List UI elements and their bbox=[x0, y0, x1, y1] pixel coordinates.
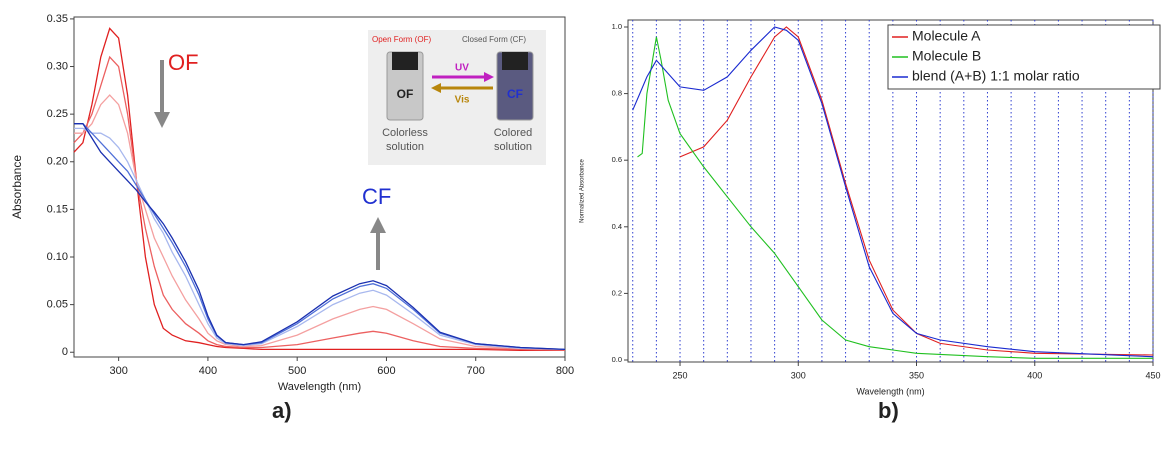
x-tick-label: 350 bbox=[909, 370, 924, 380]
caption: Colored solution bbox=[493, 127, 533, 153]
legend-label: blend (A+B) 1:1 molar ratio bbox=[912, 68, 1080, 84]
inset-text: Vis bbox=[455, 95, 470, 106]
x-tick-label: 400 bbox=[199, 365, 217, 377]
arrow-head bbox=[370, 217, 386, 233]
x-tick-label: 800 bbox=[556, 365, 574, 377]
inset-text: CF bbox=[507, 87, 523, 101]
y-tick-label: 0.8 bbox=[612, 89, 622, 98]
y-tick-label: 0.0 bbox=[612, 355, 622, 364]
series-line bbox=[637, 36, 1153, 359]
y-tick-label: 0.4 bbox=[612, 222, 622, 231]
y-tick-label: 0.20 bbox=[47, 156, 68, 168]
legend-label: Molecule B bbox=[912, 48, 981, 64]
series-line bbox=[632, 26, 1154, 358]
x-tick-label: 500 bbox=[288, 365, 306, 377]
series-line bbox=[74, 123, 566, 351]
caption: Colorless solution bbox=[382, 127, 428, 153]
arrow-head bbox=[154, 112, 170, 128]
x-axis-label: Wavelength (nm) bbox=[856, 386, 924, 396]
inset-text: OF bbox=[397, 87, 414, 101]
y-tick-label: 0.25 bbox=[47, 108, 68, 120]
panel-label: a) bbox=[272, 398, 292, 423]
x-tick-label: 600 bbox=[377, 365, 395, 377]
inset-caption: Colored solution bbox=[493, 127, 533, 153]
y-axis-label: Normalized Absorbance bbox=[580, 158, 586, 222]
arrow-head bbox=[484, 72, 494, 82]
x-tick-label: 300 bbox=[109, 365, 127, 377]
y-tick-label: 0.15 bbox=[47, 203, 68, 215]
x-tick-label: 450 bbox=[1145, 370, 1160, 380]
x-tick-label: 700 bbox=[467, 365, 485, 377]
vial-cap bbox=[502, 52, 528, 70]
chart: 250 300 350 400 450 0.0 0.2 0.4 0.6 0.8 1.0 Wavelen… bbox=[580, 19, 1161, 423]
series-line bbox=[74, 123, 566, 351]
y-axis-label: Absorbance bbox=[10, 155, 24, 219]
legend-label: Molecule A bbox=[912, 28, 981, 44]
y-tick-label: 0.6 bbox=[612, 155, 622, 164]
series-line bbox=[74, 127, 566, 351]
series-line bbox=[73, 55, 566, 351]
inset-text: Open Form (OF) bbox=[372, 35, 431, 44]
y-tick-label: 0 bbox=[62, 346, 68, 358]
inset-text: Closed Form (CF) bbox=[462, 35, 526, 44]
series-line bbox=[73, 27, 565, 351]
annotation: CF bbox=[362, 184, 391, 209]
arrow-head bbox=[431, 83, 441, 93]
y-tick-label: 0.35 bbox=[47, 13, 68, 25]
y-tick-label: 0.10 bbox=[47, 251, 68, 263]
inset: Open Form (OF) Closed Form (CF) OF CF UV… bbox=[368, 30, 546, 165]
x-tick-label: 400 bbox=[1027, 370, 1042, 380]
series-line bbox=[74, 94, 566, 351]
y-tick-label: 0.05 bbox=[47, 299, 68, 311]
y-tick-label: 0.30 bbox=[47, 60, 68, 72]
x-tick-label: 300 bbox=[791, 370, 806, 380]
y-tick-label: 0.2 bbox=[612, 288, 622, 297]
panel-label: b) bbox=[878, 398, 899, 423]
x-axis-label: Wavelength (nm) bbox=[278, 381, 361, 393]
annotation: OF bbox=[168, 50, 199, 75]
x-tick-label: 250 bbox=[673, 370, 688, 380]
inset-text: UV bbox=[455, 63, 469, 74]
inset-caption: Colorless solution bbox=[382, 127, 428, 153]
legend bbox=[887, 24, 1161, 90]
y-tick-label: 1.0 bbox=[612, 22, 622, 31]
series-line bbox=[679, 26, 1154, 356]
vial-cap bbox=[392, 52, 418, 70]
